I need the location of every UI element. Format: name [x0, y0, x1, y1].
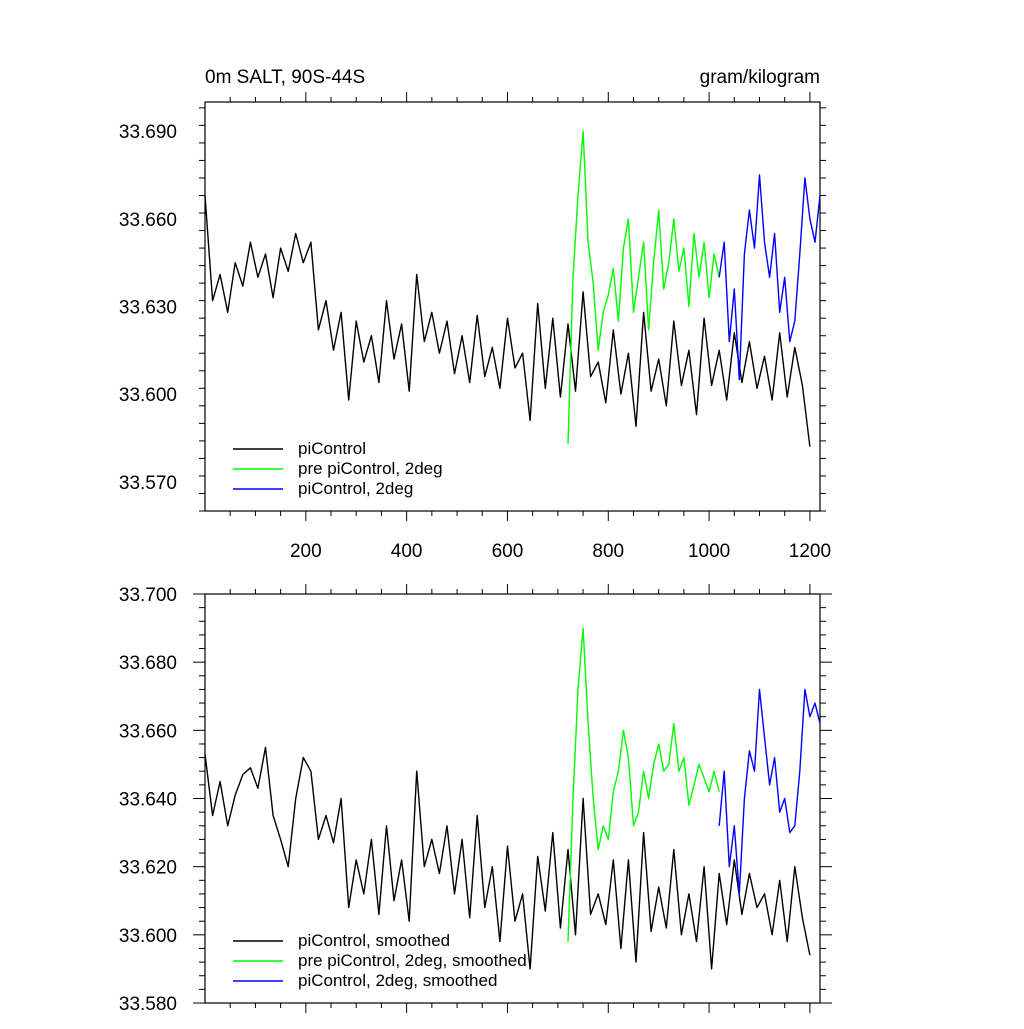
x-tick-label: 600 — [492, 541, 524, 562]
y-tick-label: 33.680 — [119, 653, 177, 674]
y-tick-label: 33.570 — [119, 473, 177, 494]
legend-label: piControl, 2deg — [298, 479, 413, 498]
legend-label: pre piControl, 2deg, smoothed — [298, 951, 527, 970]
y-tick-label: 33.640 — [119, 790, 177, 811]
series-line-2 — [567, 627, 720, 942]
x-tick-label: 1000 — [688, 541, 730, 562]
y-tick-label: 33.700 — [119, 585, 177, 606]
legend-label: piControl — [298, 439, 366, 458]
legend-label: pre piControl, 2deg — [298, 459, 443, 478]
y-tick-label: 33.630 — [119, 298, 177, 319]
x-tick-label: 1200 — [789, 541, 831, 562]
x-tick-label: 800 — [592, 541, 624, 562]
y-tick-label: 33.600 — [119, 926, 177, 947]
legend-label: piControl, 2deg, smoothed — [298, 971, 497, 990]
units-label: gram/kilogram — [700, 67, 820, 88]
plot-frame — [204, 101, 821, 512]
series-line-2 — [567, 130, 720, 444]
chart-panel-2: 33.580 33.600 33.620 33.640 33.660 33.680 33.7… — [119, 584, 832, 1015]
y-tick-label: 33.620 — [119, 858, 177, 879]
y-tick-label: 33.600 — [119, 385, 177, 406]
series-line-3 — [718, 688, 821, 895]
y-tick-label: 33.660 — [119, 210, 177, 231]
y-tick-label: 33.660 — [119, 721, 177, 742]
plot-title: 0m SALT, 90S-44S — [205, 67, 365, 88]
series-line-3 — [718, 174, 821, 381]
y-tick-label: 33.690 — [119, 122, 177, 143]
chart-panel-1: 33.570 33.600 33.630 33.660 33.690 200 400 600 8… — [119, 67, 831, 562]
series-line-1 — [204, 195, 811, 447]
y-tick-label: 33.580 — [119, 994, 177, 1015]
x-tick-label: 400 — [391, 541, 423, 562]
legend-label: piControl, smoothed — [298, 931, 450, 950]
x-tick-label: 200 — [290, 541, 322, 562]
series-line-1 — [204, 746, 811, 970]
